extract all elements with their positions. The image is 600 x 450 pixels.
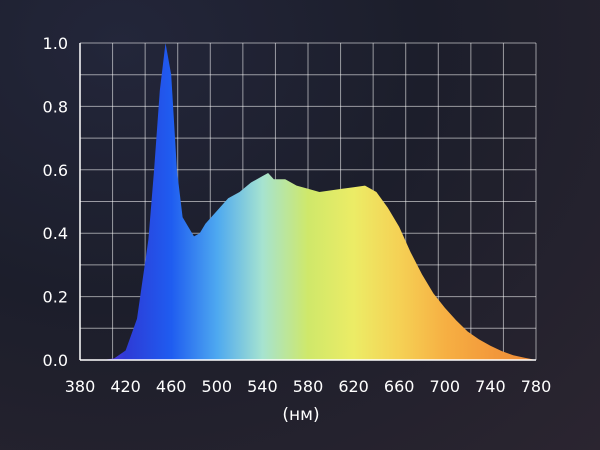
y-tick-labels: 0.0 0.2 0.4 0.6 0.8 1.0 xyxy=(43,34,68,370)
x-tick-label: 540 xyxy=(247,377,278,396)
x-tick-label: 740 xyxy=(475,377,506,396)
x-tick-label: 700 xyxy=(430,377,461,396)
spectrum-area xyxy=(80,43,536,360)
y-tick-label: 0.2 xyxy=(43,288,68,307)
y-tick-label: 0.8 xyxy=(43,97,68,116)
y-tick-label: 0.6 xyxy=(43,161,68,180)
x-tick-labels: 380 420 460 500 540 580 620 660 700 740 780 xyxy=(65,377,552,396)
y-tick-label: 1.0 xyxy=(43,34,68,53)
x-tick-label: 500 xyxy=(202,377,233,396)
x-axis-label: (нм) xyxy=(282,405,319,425)
x-tick-label: 580 xyxy=(293,377,324,396)
x-tick-label: 420 xyxy=(110,377,141,396)
chart-axes xyxy=(79,43,536,361)
y-tick-label: 0.0 xyxy=(43,351,68,370)
y-tick-label: 0.4 xyxy=(43,224,68,243)
x-tick-label: 380 xyxy=(65,377,96,396)
x-tick-label: 620 xyxy=(338,377,369,396)
x-tick-label: 780 xyxy=(521,377,552,396)
x-tick-label: 460 xyxy=(156,377,187,396)
x-tick-label: 660 xyxy=(384,377,415,396)
